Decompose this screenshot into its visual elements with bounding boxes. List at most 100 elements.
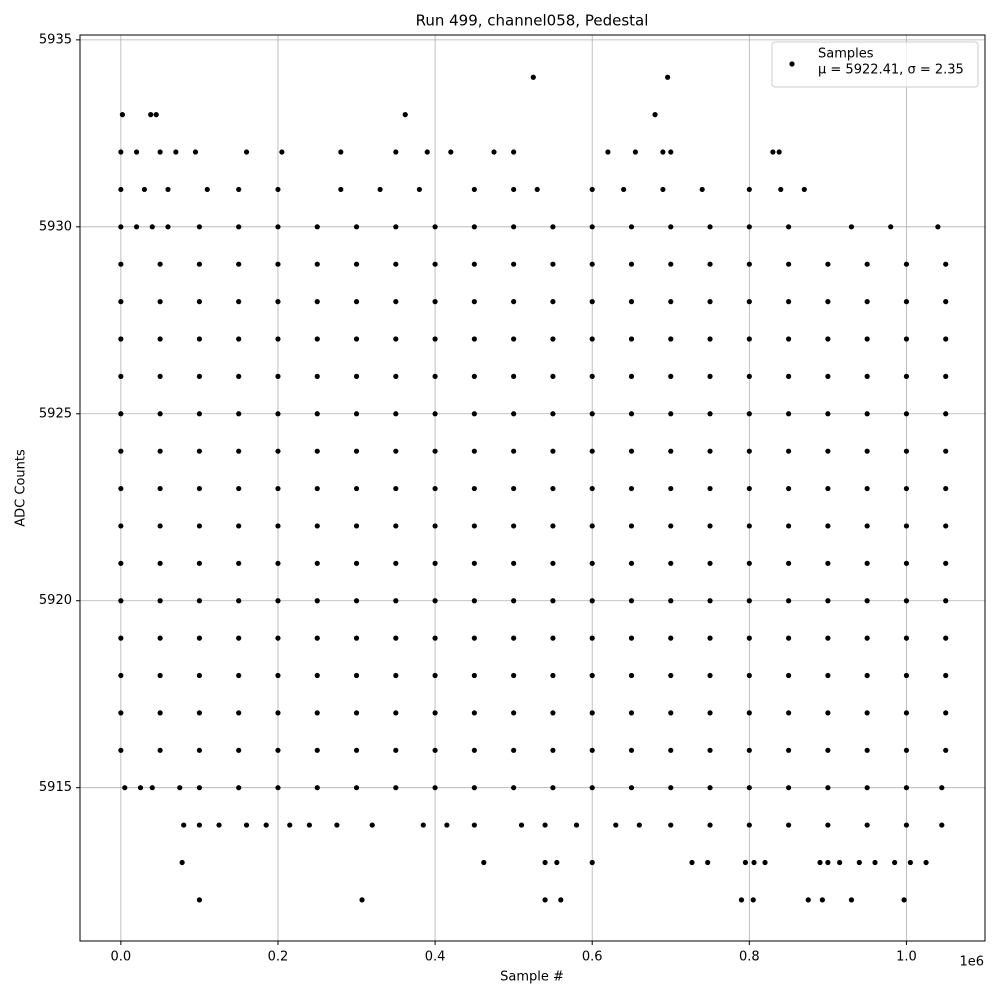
data-point: [393, 747, 399, 753]
data-point: [314, 448, 320, 454]
data-point: [157, 560, 163, 566]
data-point: [432, 635, 438, 641]
data-point: [236, 448, 242, 454]
data-point: [707, 261, 713, 267]
data-point: [338, 186, 344, 193]
data-point: [275, 299, 281, 305]
data-point: [353, 336, 360, 342]
data-point: [118, 710, 124, 716]
legend-marker: [789, 61, 795, 67]
data-point: [742, 859, 748, 866]
data-point: [628, 373, 635, 379]
data-point: [746, 373, 752, 379]
data-point: [118, 373, 124, 379]
data-point: [275, 785, 281, 791]
data-point: [236, 411, 242, 417]
data-point: [589, 411, 595, 417]
data-point: [746, 186, 752, 193]
data-point: [825, 261, 831, 267]
data-point: [707, 485, 713, 492]
legend-note: μ = 5922.41, σ = 2.35: [818, 63, 964, 78]
data-point: [903, 785, 910, 791]
data-point: [157, 299, 163, 305]
data-point: [848, 897, 855, 903]
data-point: [589, 710, 595, 716]
data-point: [275, 373, 281, 379]
data-point: [786, 822, 792, 828]
data-point: [542, 859, 548, 866]
data-point: [236, 485, 242, 492]
data-point: [746, 635, 752, 641]
data-point: [628, 485, 635, 492]
data-point: [825, 485, 831, 492]
data-point: [550, 448, 556, 454]
data-point: [196, 523, 203, 529]
data-point: [353, 224, 360, 230]
data-point: [689, 859, 695, 866]
data-point: [236, 560, 242, 566]
data-point: [746, 747, 752, 753]
data-point: [825, 336, 831, 342]
data-point: [353, 560, 360, 566]
data-point: [511, 785, 517, 791]
data-point: [275, 635, 281, 641]
y-tick-label: 5920: [39, 593, 72, 608]
data-point: [628, 598, 635, 604]
data-point: [825, 373, 831, 379]
data-point: [628, 261, 635, 267]
data-point: [699, 186, 705, 193]
data-point: [314, 523, 320, 529]
data-point: [275, 672, 281, 679]
data-point: [668, 635, 674, 641]
data-point: [393, 448, 399, 454]
data-point: [786, 224, 792, 230]
x-tick-label: 0.0: [111, 950, 132, 965]
data-point: [149, 785, 155, 791]
data-point: [432, 448, 438, 454]
data-point: [746, 411, 752, 417]
data-point: [275, 523, 281, 529]
data-point: [275, 485, 281, 492]
data-point: [786, 710, 792, 716]
data-point: [707, 785, 713, 791]
data-point: [314, 411, 320, 417]
data-point: [628, 635, 635, 641]
data-point: [314, 485, 320, 492]
data-point: [393, 523, 399, 529]
data-point: [819, 897, 825, 903]
data-point: [432, 672, 438, 679]
x-tick-label: 0.2: [268, 950, 289, 965]
data-point: [157, 411, 163, 417]
data-point: [825, 785, 831, 791]
data-point: [786, 299, 792, 305]
data-point: [275, 747, 281, 753]
data-point: [432, 224, 438, 230]
data-point: [444, 822, 450, 828]
data-point: [707, 560, 713, 566]
data-point: [353, 299, 360, 305]
data-point: [122, 785, 128, 791]
data-point: [118, 149, 124, 155]
data-point: [864, 261, 870, 267]
x-axis-label: Sample #: [500, 970, 564, 985]
data-point: [157, 598, 163, 604]
data-point: [471, 373, 477, 379]
data-point: [864, 523, 870, 529]
data-point: [550, 411, 556, 417]
data-point: [776, 149, 782, 155]
data-point: [746, 672, 752, 679]
data-point: [471, 598, 477, 604]
data-point: [668, 261, 674, 267]
data-point: [432, 747, 438, 753]
data-point: [864, 785, 870, 791]
data-point: [825, 672, 831, 679]
data-point: [751, 859, 757, 866]
data-point: [511, 747, 517, 753]
data-point: [275, 186, 281, 193]
data-point: [903, 822, 910, 828]
data-point: [511, 710, 517, 716]
data-point: [511, 485, 517, 492]
data-point: [825, 299, 831, 305]
data-point: [786, 373, 792, 379]
data-point: [177, 785, 183, 791]
